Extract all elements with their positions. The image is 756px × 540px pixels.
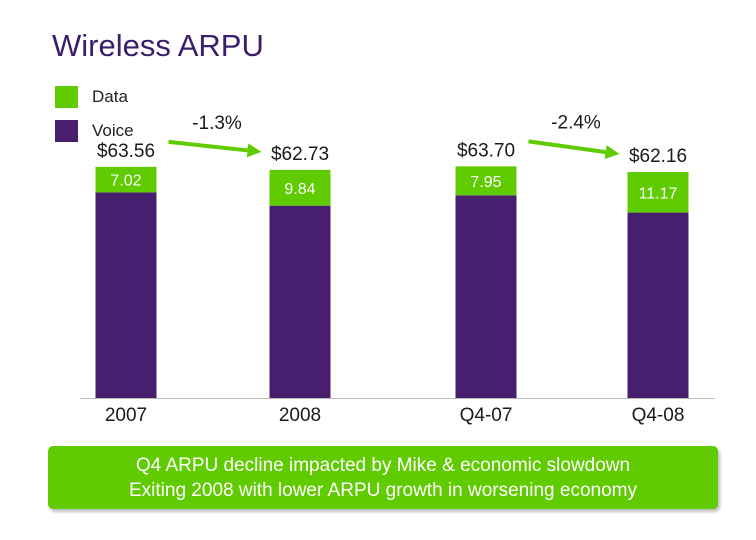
category-label-1: 2008	[279, 405, 321, 426]
category-label-2: Q4-07	[460, 405, 513, 426]
total-label-2: $63.70	[457, 140, 515, 161]
category-label-0: 2007	[105, 405, 147, 426]
legend-item-voice: Voice	[55, 120, 134, 142]
total-label-0: $63.56	[97, 141, 155, 162]
data-value-label-0: 7.02	[110, 173, 141, 190]
bar-voice-0	[95, 192, 157, 398]
summary-callout: Q4 ARPU decline impacted by Mike & econo…	[48, 446, 718, 509]
data-value-label-1: 9.84	[284, 181, 315, 198]
data-value-label-2: 7.95	[470, 174, 501, 191]
change-label-0: -1.3%	[192, 113, 242, 134]
legend-item-data: Data	[55, 86, 128, 108]
data-value-label-3: 11.17	[639, 185, 678, 202]
chart-title: Wireless ARPU	[52, 28, 264, 63]
bar-data-1	[269, 169, 331, 206]
total-label-1: $62.73	[271, 144, 329, 165]
bar-voice-1	[269, 205, 331, 398]
callout-line-1: Q4 ARPU decline impacted by Mike & econo…	[135, 454, 631, 476]
change-arrow-head-0	[246, 143, 262, 158]
legend-label-data: Data	[92, 87, 128, 106]
legend-swatch-voice	[55, 120, 78, 142]
bar-voice-3	[627, 212, 689, 398]
legend-swatch-data	[55, 86, 78, 108]
change-arrow-head-1	[604, 145, 620, 159]
change-label-1: -2.4%	[551, 112, 601, 133]
change-arrow-line-1	[528, 139, 610, 155]
bar-data-0	[95, 166, 157, 193]
legend-label-voice: Voice	[92, 121, 134, 140]
bar-data-2	[455, 166, 517, 196]
callout-line-2: Exiting 2008 with lower ARPU growth in w…	[129, 479, 637, 501]
bar-voice-2	[455, 195, 517, 398]
category-label-3: Q4-08	[632, 405, 685, 426]
bar-data-3	[627, 171, 689, 213]
change-arrow-line-0	[168, 139, 252, 153]
total-label-3: $62.16	[629, 146, 687, 167]
